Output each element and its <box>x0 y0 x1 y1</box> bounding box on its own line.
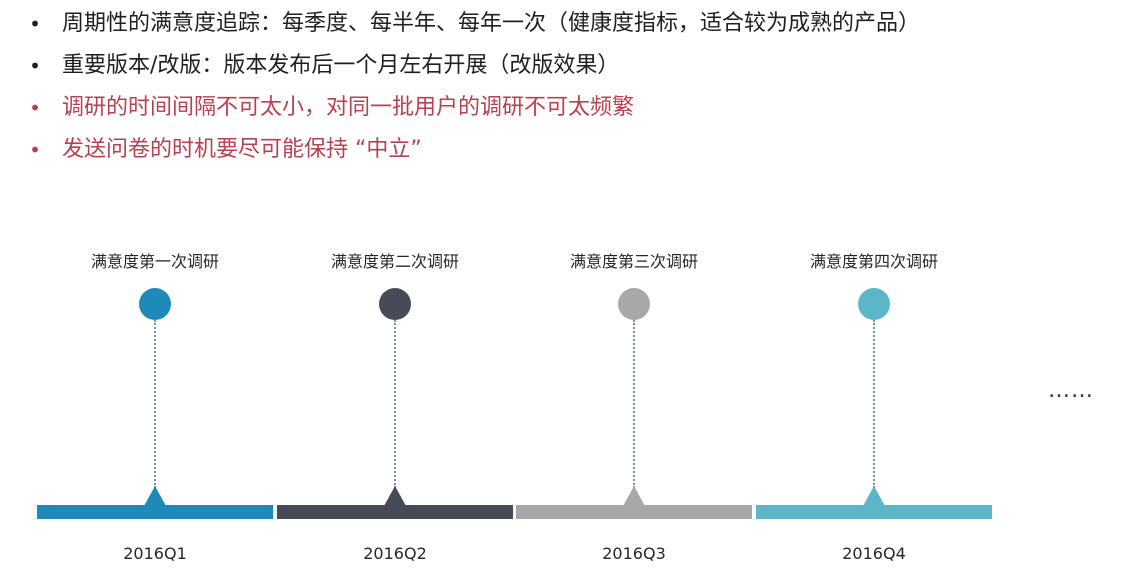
bullet-item: • 周期性的满意度追踪：每季度、每半年、每年一次（健康度指标，适合较为成熟的产品… <box>28 7 1108 49</box>
milestone-pointer <box>623 486 645 506</box>
stage-label: 满意度第二次调研 <box>330 252 459 271</box>
stage-label: 满意度第一次调研 <box>90 252 219 271</box>
bullet-list: • 周期性的满意度追踪：每季度、每半年、每年一次（健康度指标，适合较为成熟的产品… <box>28 7 1108 175</box>
bullet-marker: • <box>29 54 41 78</box>
period-label: 2016Q4 <box>842 544 906 563</box>
milestone-circle <box>139 288 171 320</box>
dotted-connector <box>873 320 875 488</box>
bullet-marker: • <box>29 138 41 162</box>
stage-label: 满意度第三次调研 <box>569 252 698 271</box>
bullet-text: 周期性的满意度追踪：每季度、每半年、每年一次（健康度指标，适合较为成熟的产品） <box>62 11 921 36</box>
period-bar <box>37 505 273 519</box>
period-label: 2016Q1 <box>123 544 187 563</box>
bullet-item: • 发送问卷的时机要尽可能保持 “中立” <box>28 133 1108 175</box>
milestone-circle <box>618 288 650 320</box>
bullet-marker: • <box>29 96 41 120</box>
stage-label: 满意度第四次调研 <box>809 252 938 271</box>
bullet-item: • 重要版本/改版：版本发布后一个月左右开展（改版效果） <box>28 49 1108 91</box>
dotted-connector <box>633 320 635 488</box>
milestone-circle <box>858 288 890 320</box>
timeline-stage-q4: 满意度第四次调研 2016Q4 <box>756 0 992 588</box>
bullet-marker: • <box>29 12 41 36</box>
period-label: 2016Q2 <box>363 544 427 563</box>
bullet-text: 重要版本/改版：版本发布后一个月左右开展（改版效果） <box>62 53 620 78</box>
timeline-stage-q1: 满意度第一次调研 2016Q1 <box>37 0 273 588</box>
bullet-item: • 调研的时间间隔不可太小，对同一批用户的调研不可太频繁 <box>28 91 1108 133</box>
milestone-circle <box>379 288 411 320</box>
timeline-stage-q3: 满意度第三次调研 2016Q3 <box>516 0 752 588</box>
period-label: 2016Q3 <box>602 544 666 563</box>
timeline-stage-q2: 满意度第二次调研 2016Q2 <box>277 0 513 588</box>
period-bar <box>516 505 752 519</box>
continuation-ellipsis: …… <box>1048 378 1094 403</box>
bullet-text: 调研的时间间隔不可太小，对同一批用户的调研不可太频繁 <box>62 95 635 120</box>
bullet-text: 发送问卷的时机要尽可能保持 “中立” <box>62 137 422 162</box>
period-bar <box>756 505 992 519</box>
milestone-pointer <box>863 486 885 506</box>
milestone-pointer <box>144 486 166 506</box>
period-bar <box>277 505 513 519</box>
dotted-connector <box>154 320 156 488</box>
dotted-connector <box>394 320 396 488</box>
milestone-pointer <box>384 486 406 506</box>
